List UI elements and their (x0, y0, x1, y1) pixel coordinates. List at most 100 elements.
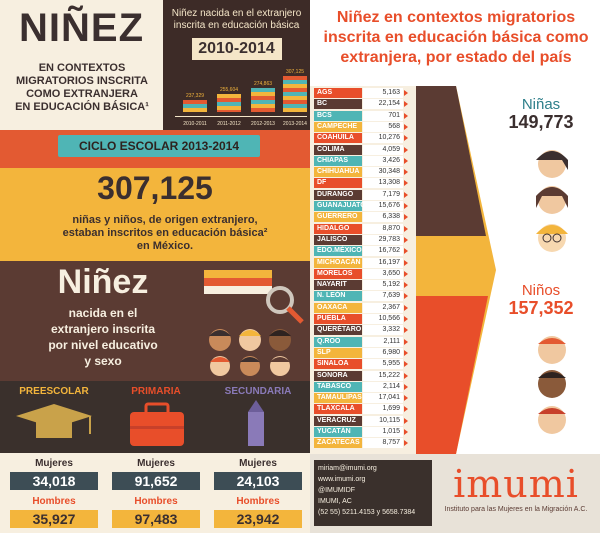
women-primaria-value: 91,652 (112, 472, 200, 490)
state-row: TLAXCALA 1,699 (314, 404, 408, 415)
education-icons (16, 400, 264, 446)
state-value: 6,338 (363, 212, 403, 223)
level-label-secundaria: SECUNDARIA (224, 386, 292, 397)
arrow-right-icon (404, 236, 408, 243)
trend-title-line: Niñez nacida en el extranjero (171, 8, 302, 19)
level-label-preescolar: PREESCOLAR (19, 386, 89, 397)
state-value: 568 (363, 121, 403, 132)
subtitle-line: COMO EXTRANJERA (26, 88, 138, 100)
state-name: SINALOA (314, 359, 362, 370)
state-value: 17,041 (363, 393, 403, 404)
state-value: 5,163 (363, 88, 403, 98)
contact-twitter[interactable]: @IMUMIDF (318, 487, 356, 494)
women-label: Mujeres (239, 458, 277, 469)
state-name: NAYARIT (314, 280, 362, 291)
book-icon (204, 286, 272, 294)
arrow-right-icon (404, 316, 408, 322)
state-name: DF (314, 178, 362, 189)
state-row: YUCATÁN 1,015 (314, 427, 408, 437)
arrow-right-icon (404, 429, 408, 435)
boy-face-icon (538, 336, 566, 364)
level-label-primaria: PRIMARIA (131, 386, 181, 397)
state-name: ZACATECAS (314, 438, 362, 449)
state-value: 10,276 (363, 133, 403, 144)
state-row: DURANGO 7,179 (314, 189, 408, 200)
state-name: TABASCO (314, 381, 362, 392)
men-label: Hombres (134, 496, 178, 507)
contact-email[interactable]: miriam@imumi.org (318, 465, 377, 472)
girls-value: 149,773 (508, 112, 574, 132)
boys-value: 157,352 (508, 298, 574, 318)
main-subtitle: EN CONTEXTOS MIGRATORIOS INSCRITA COMO E… (4, 62, 160, 114)
arrow-right-icon (404, 123, 408, 130)
state-value: 2,114 (363, 381, 403, 392)
state-name: GUERRERO (314, 212, 362, 223)
contact-facebook[interactable]: IMUMI, AC (318, 498, 352, 505)
state-value: 15,222 (363, 370, 403, 381)
trend-range: 2010-2014 (198, 40, 275, 57)
state-name: OAXACA (314, 302, 362, 313)
cycle-label: CICLO ESCOLAR 2013-2014 (78, 139, 240, 153)
trend-year: 2012-2013 (251, 121, 275, 127)
state-value: 701 (363, 110, 403, 121)
state-name: COAHUILA (314, 133, 362, 144)
state-name: GUANAJUATO (314, 201, 366, 211)
total-desc-line: estaban inscritos en educación básica² (62, 227, 268, 239)
level-sub-line: por nivel educativo (48, 338, 158, 352)
men-label: Hombres (32, 496, 76, 507)
men-primaria-value: 97,483 (112, 510, 200, 528)
women-preescolar-value: 34,018 (10, 472, 98, 490)
arrow-right-icon (404, 225, 408, 232)
state-name: PUEBLA (314, 314, 362, 324)
child-face-icon (270, 356, 290, 376)
men-label: Hombres (236, 496, 280, 507)
trend-year: 2011-2012 (217, 121, 241, 127)
state-row: HIDALGO 8,870 (314, 223, 408, 234)
book-icon (204, 270, 272, 278)
main-title: NIÑEZ (19, 6, 144, 50)
state-row: GUANAJUATO 15,676 (314, 201, 408, 211)
trend-value: 237,329 (186, 93, 204, 99)
state-row: COLIMA 4,059 (314, 144, 408, 155)
arrow-right-icon (404, 90, 408, 96)
child-face-icon (239, 329, 261, 351)
state-row: GUERRERO 6,338 (314, 212, 408, 223)
arrow-right-icon (404, 440, 408, 447)
trend-title-line: inscrita en educación básica (173, 20, 300, 31)
arrow-right-icon (404, 270, 408, 277)
state-name: MICHOACÁN (314, 257, 362, 268)
state-value: 22,154 (363, 99, 403, 110)
girls-label: Niñas (521, 96, 561, 113)
state-name: CHIHUAHUA (314, 167, 362, 178)
arrow-right-icon (404, 203, 408, 209)
state-name: TAMAULIPAS (314, 393, 362, 404)
state-name: CAMPECHE (314, 121, 362, 132)
state-name: Q.ROO (314, 336, 362, 347)
state-value: 8,870 (363, 223, 403, 234)
trend-value: 255,604 (220, 87, 238, 93)
state-row: OAXACA 2,367 (314, 302, 408, 313)
state-row: ZACATECAS 8,757 (314, 438, 408, 449)
state-value: 16,762 (363, 246, 403, 257)
arrow-right-icon (404, 293, 408, 300)
pencil-icon (248, 400, 264, 446)
contact-website[interactable]: www.imumi.org (318, 476, 366, 483)
cycle-label-box (58, 135, 260, 157)
state-name: DURANGO (314, 189, 362, 200)
state-name: SONORA (314, 370, 362, 381)
arrow-right-icon (404, 406, 408, 413)
arrow-right-icon (404, 282, 408, 289)
book-stack-icon (283, 76, 307, 112)
total-panel (0, 168, 310, 213)
gender-chevron (416, 86, 568, 454)
arrow-right-icon (404, 361, 408, 368)
level-sub-line: y sexo (84, 354, 122, 368)
state-value: 8,757 (363, 438, 403, 449)
state-row: QUERÉTARO 3,332 (314, 325, 408, 336)
state-name: BCS (314, 110, 362, 121)
state-row: MICHOACÁN 16,197 (314, 257, 408, 268)
state-name: N. LEÓN (314, 291, 362, 302)
state-value: 10,115 (363, 415, 403, 426)
imumi-logo-subtitle: Instituto para las Mujeres en la Migraci… (444, 506, 588, 513)
state-name: CHIAPAS (314, 155, 362, 166)
